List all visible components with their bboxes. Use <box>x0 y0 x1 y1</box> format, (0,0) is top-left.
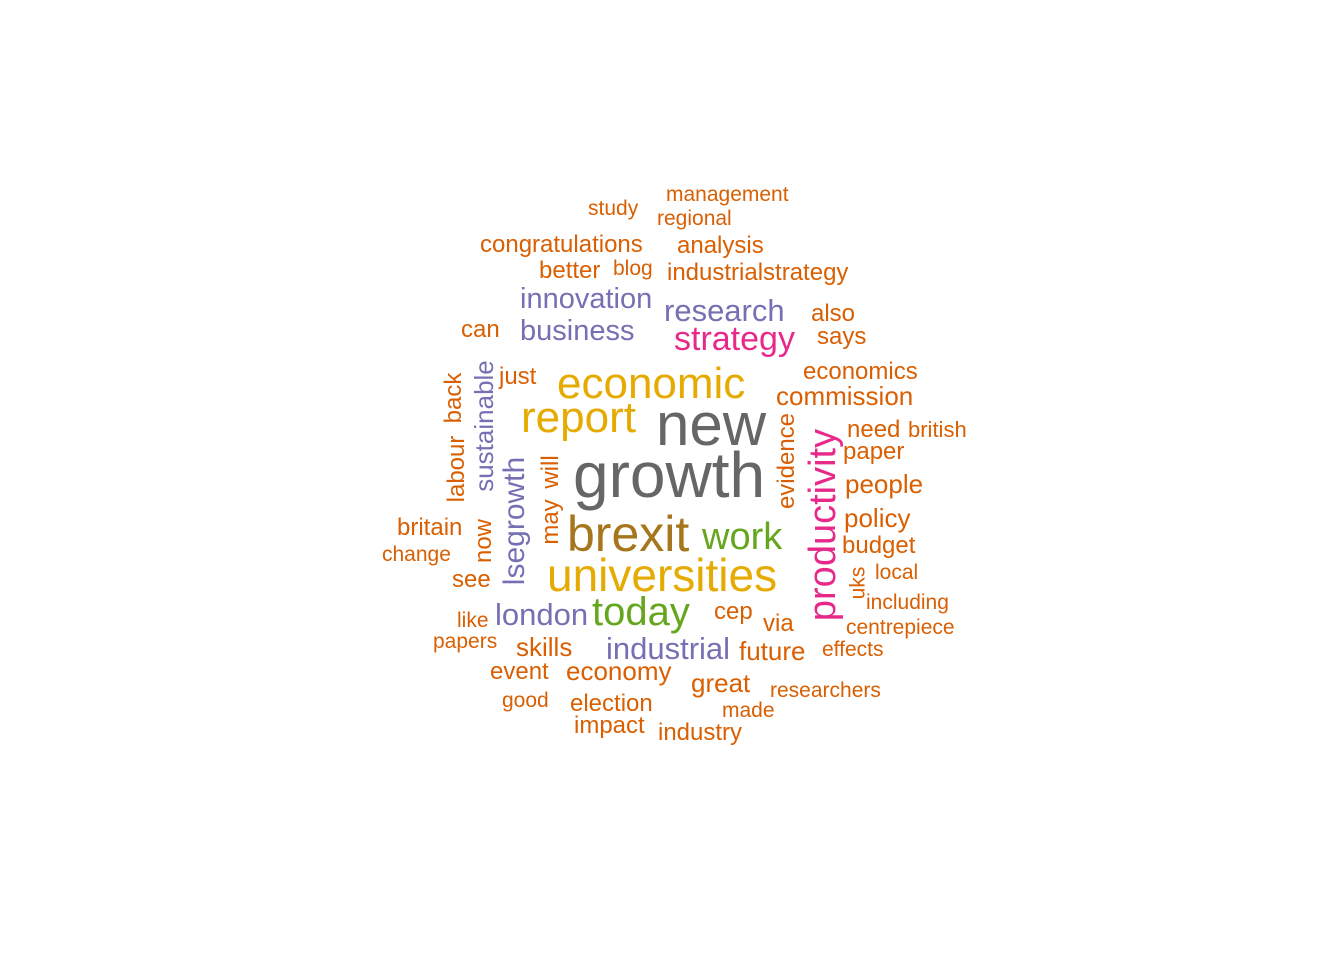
word-future: future <box>739 636 806 666</box>
word-budget: budget <box>842 532 916 559</box>
word-says: says <box>817 323 867 350</box>
word-research: research <box>664 293 785 328</box>
word-innovation: innovation <box>520 283 653 315</box>
word-election: election <box>570 690 653 717</box>
word-impact: impact <box>574 712 645 739</box>
word-study: study <box>588 197 639 220</box>
word-uks: uks <box>846 566 870 600</box>
word-britain: britain <box>397 514 463 541</box>
word-economic: economic <box>557 359 746 408</box>
word-british: british <box>908 417 967 442</box>
word-lsegrowth: lsegrowth <box>498 456 531 586</box>
word-today: today <box>592 590 690 634</box>
word-commission: commission <box>776 381 914 411</box>
word-london: london <box>495 597 589 632</box>
word-skills: skills <box>516 632 573 662</box>
word-work: work <box>702 516 783 558</box>
word-brexit: brexit <box>567 506 690 562</box>
word-papers: papers <box>433 630 498 653</box>
word-regional: regional <box>657 207 732 230</box>
word-including: including <box>866 591 949 614</box>
word-effects: effects <box>822 638 884 661</box>
word-change: change <box>382 543 451 566</box>
word-good: good <box>502 689 549 712</box>
word-will: will <box>537 455 564 489</box>
word-better: better <box>539 257 601 284</box>
word-event: event <box>490 658 549 685</box>
word-labour: labour <box>443 435 470 503</box>
word-just: just <box>499 363 537 390</box>
word-analysis: analysis <box>677 232 764 259</box>
word-via: via <box>763 610 794 637</box>
word-centrepiece: centrepiece <box>846 616 955 639</box>
word-industrial: industrial <box>606 631 731 666</box>
word-may: may <box>537 499 564 545</box>
word-business: business <box>520 315 635 347</box>
word-report: report <box>521 393 636 442</box>
word-industry: industry <box>658 719 743 746</box>
word-congratulations: congratulations <box>480 231 643 258</box>
word-strategy: strategy <box>674 320 795 358</box>
word-need: need <box>847 416 901 443</box>
word-evidence: evidence <box>773 412 800 510</box>
word-like: like <box>457 609 489 632</box>
word-economy: economy <box>566 656 672 686</box>
word-back: back <box>440 372 467 424</box>
word-people: people <box>845 469 924 499</box>
word-blog: blog <box>613 257 653 280</box>
word-local: local <box>875 561 919 584</box>
word-researchers: researchers <box>770 679 881 702</box>
word-made: made <box>722 699 775 722</box>
word-economics: economics <box>803 358 918 385</box>
word-management: management <box>666 183 789 206</box>
word-sustainable: sustainable <box>469 360 499 492</box>
word-growth: growth <box>573 439 766 511</box>
word-universities: universities <box>547 549 778 601</box>
word-now: now <box>470 518 497 564</box>
word-paper: paper <box>843 438 905 465</box>
word-industrialstrategy: industrialstrategy <box>667 259 849 286</box>
word-also: also <box>811 300 856 327</box>
word-can: can <box>461 316 500 343</box>
word-great: great <box>691 668 751 698</box>
word-cep: cep <box>714 598 753 625</box>
word-see: see <box>452 566 491 593</box>
word-policy: policy <box>844 503 911 533</box>
word-productivity: productivity <box>802 428 844 622</box>
word-new: new <box>656 391 767 458</box>
